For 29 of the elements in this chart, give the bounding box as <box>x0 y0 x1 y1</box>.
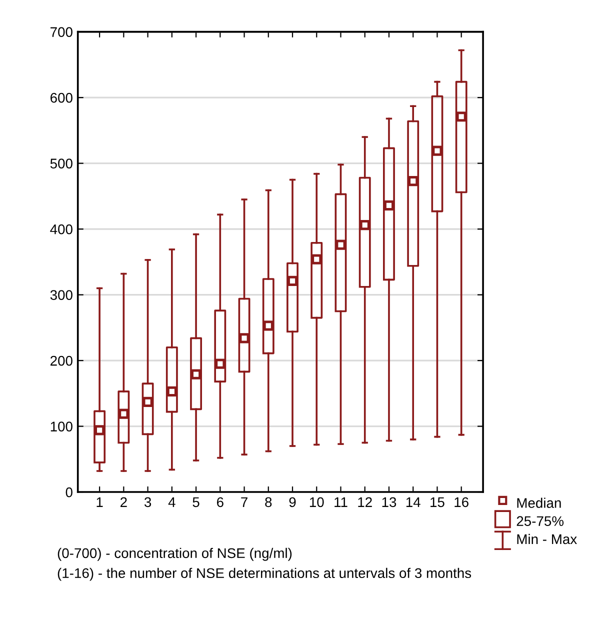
x-tick-label: 10 <box>310 497 324 508</box>
x-tick-label: 1 <box>96 497 103 507</box>
text: (1-16) - the number of NSE determinations at untervals of 3 months <box>58 568 472 581</box>
x-tick-label: 5 <box>192 497 200 508</box>
text: (0-700) - concentration of NSE (ng/ml) <box>58 548 292 561</box>
x-tick-label: 11 <box>334 497 348 507</box>
y-tick-label: 600 <box>50 92 72 103</box>
x-tick-label: 3 <box>144 497 152 508</box>
text: Median <box>517 498 561 508</box>
y-tick-label: 100 <box>50 422 72 432</box>
y-tick-label: 400 <box>50 224 72 234</box>
y-tick-label: 200 <box>50 356 72 366</box>
x-tick-label: 7 <box>241 497 248 507</box>
y-tick-label: 500 <box>50 158 72 168</box>
x-tick-label: 15 <box>430 497 444 508</box>
x-tick-label: 14 <box>406 497 420 507</box>
x-tick-label: 4 <box>168 497 176 507</box>
text: Min - Max <box>517 534 577 544</box>
y-tick-label: 300 <box>50 290 72 300</box>
text: 25-75% <box>516 516 564 526</box>
x-tick-label: 6 <box>216 497 224 508</box>
y-tick-label: 0 <box>66 487 72 498</box>
x-tick-label: 13 <box>382 497 396 508</box>
x-tick-label: 16 <box>454 497 468 508</box>
y-tick-label: 700 <box>50 27 72 37</box>
x-tick-label: 12 <box>358 497 372 507</box>
x-tick-label: 2 <box>120 497 127 507</box>
x-tick-label: 9 <box>289 497 296 508</box>
x-tick-label: 8 <box>265 497 272 508</box>
